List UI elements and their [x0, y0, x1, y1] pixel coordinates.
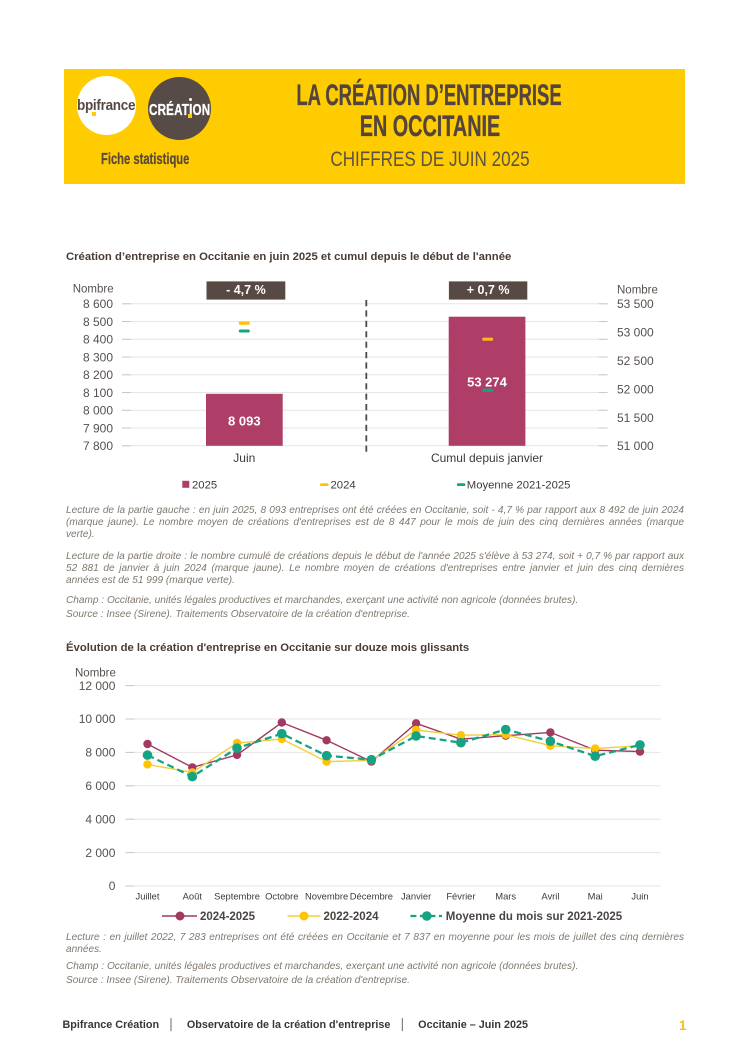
- svg-text:8 093: 8 093: [228, 413, 261, 428]
- svg-text:Décembre: Décembre: [350, 891, 393, 902]
- svg-text:52 000: 52 000: [617, 382, 654, 396]
- svg-text:7 800: 7 800: [83, 439, 113, 453]
- svg-text:7 900: 7 900: [83, 421, 113, 435]
- svg-text:Cumul depuis janvier: Cumul depuis janvier: [431, 451, 543, 465]
- svg-text:51 000: 51 000: [617, 439, 654, 453]
- svg-text:52 500: 52 500: [617, 354, 654, 368]
- svg-text:- 4,7 %: - 4,7 %: [226, 283, 266, 297]
- svg-text:53 274: 53 274: [467, 375, 508, 390]
- svg-text:Nombre: Nombre: [75, 668, 116, 680]
- svg-text:Octobre: Octobre: [265, 891, 298, 902]
- svg-text:Septembre: Septembre: [214, 891, 260, 902]
- svg-text:8 600: 8 600: [83, 297, 113, 311]
- svg-text:8 500: 8 500: [83, 315, 113, 329]
- svg-text:8 100: 8 100: [83, 386, 113, 400]
- svg-text:Mai: Mai: [588, 891, 603, 902]
- svg-text:51 500: 51 500: [617, 411, 654, 425]
- svg-text:+ 0,7 %: + 0,7 %: [467, 283, 510, 297]
- svg-text:2025: 2025: [192, 479, 217, 491]
- svg-text:2024-2025: 2024-2025: [200, 911, 256, 923]
- svg-text:8 400: 8 400: [83, 333, 113, 347]
- svg-text:Moyenne du mois sur 2021-2025: Moyenne du mois sur 2021-2025: [446, 911, 623, 923]
- svg-text:Nombre: Nombre: [73, 284, 114, 296]
- svg-text:4 000: 4 000: [85, 812, 115, 826]
- svg-text:8 300: 8 300: [83, 350, 113, 364]
- svg-text:Avril: Avril: [541, 891, 559, 902]
- svg-text:Janvier: Janvier: [401, 891, 431, 902]
- svg-text:8 000: 8 000: [83, 404, 113, 418]
- svg-text:Juin: Juin: [233, 451, 255, 465]
- svg-text:8 200: 8 200: [83, 368, 113, 382]
- svg-text:Juin: Juin: [631, 891, 648, 902]
- svg-text:Février: Février: [446, 891, 475, 902]
- svg-text:Juillet: Juillet: [136, 891, 160, 902]
- svg-text:10 000: 10 000: [79, 712, 116, 726]
- svg-text:0: 0: [109, 879, 116, 893]
- svg-text:2022-2024: 2022-2024: [324, 911, 380, 923]
- svg-text:Mars: Mars: [495, 891, 516, 902]
- svg-text:53 500: 53 500: [617, 297, 654, 311]
- svg-text:Nombre: Nombre: [617, 285, 658, 297]
- svg-text:Août: Août: [183, 891, 203, 902]
- svg-text:Moyenne 2021-2025: Moyenne 2021-2025: [467, 479, 571, 491]
- svg-text:8 000: 8 000: [85, 746, 115, 760]
- svg-text:12 000: 12 000: [79, 679, 116, 693]
- svg-text:2 000: 2 000: [85, 846, 115, 860]
- svg-text:6 000: 6 000: [85, 779, 115, 793]
- svg-text:Novembre: Novembre: [305, 891, 348, 902]
- svg-text:53 000: 53 000: [617, 326, 654, 340]
- svg-text:2024: 2024: [331, 479, 356, 491]
